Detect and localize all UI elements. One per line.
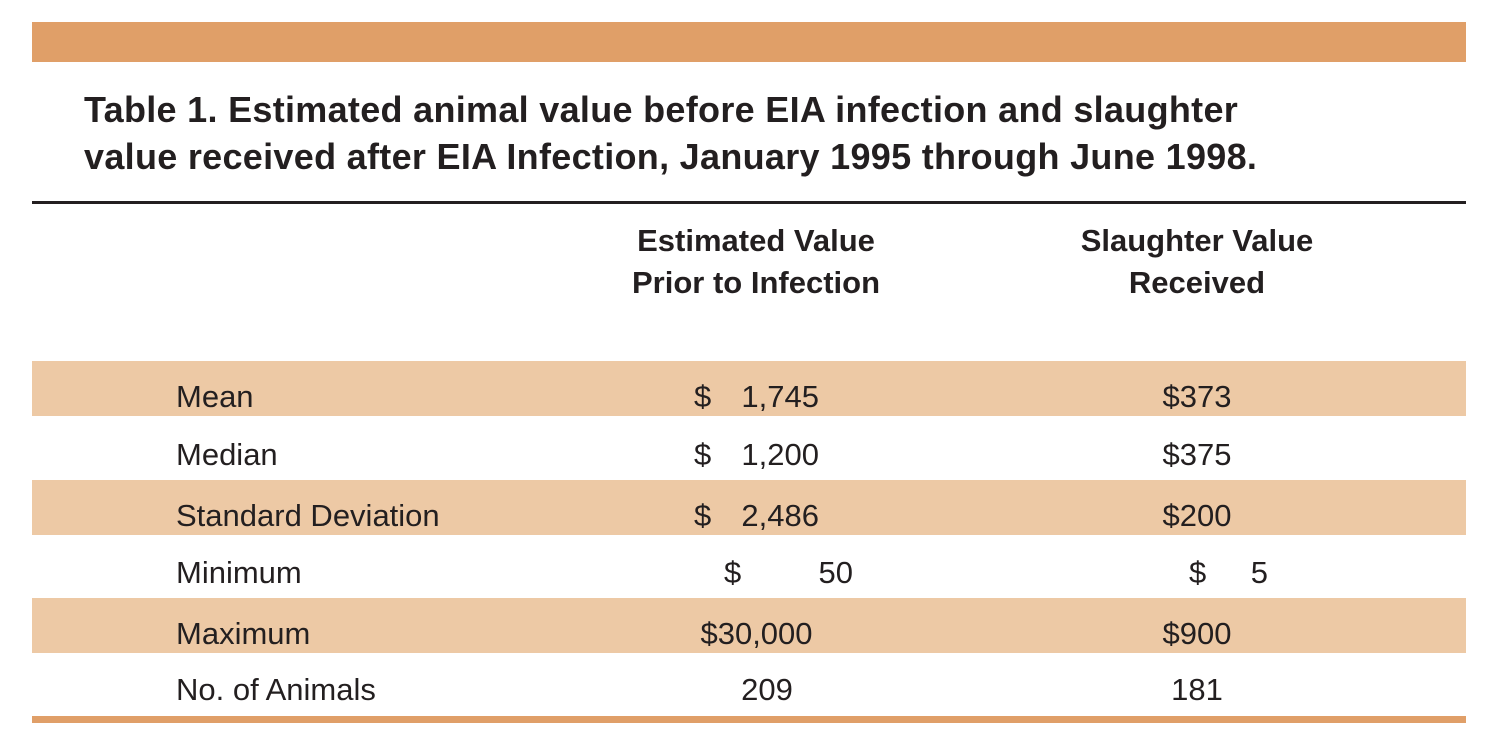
slaughter-value-cell: $ 5 (1189, 537, 1268, 592)
header-rule (32, 201, 1466, 204)
bottom-rule (32, 716, 1466, 723)
row-label: Maximum (176, 616, 311, 651)
slaughter-value-cell: $900 (1162, 616, 1232, 651)
column-header-slaughter-line-1: Slaughter Value (1080, 223, 1314, 258)
column-header-slaughter-value: Slaughter Value Received (997, 220, 1397, 304)
column-header-estimated-line-1: Estimated Value (637, 223, 875, 258)
row-label: Minimum (176, 555, 302, 590)
currency-symbol: $ (694, 498, 712, 533)
row-label: Mean (176, 379, 254, 414)
table-row-minimum: Minimum $ 50 $ 5 (32, 537, 1466, 592)
currency-symbol: $ (694, 379, 712, 414)
amount: 2,486 (741, 498, 819, 533)
estimated-value-cell: $ 50 (724, 537, 853, 592)
column-header-estimated-line-2: Prior to Infection (632, 265, 880, 300)
row-label: Median (176, 437, 278, 472)
amount: 50 (818, 555, 853, 590)
table-row-maximum: Maximum $30,000 $900 (32, 598, 1466, 653)
slaughter-value-cell: $373 (1162, 379, 1232, 414)
row-label: Standard Deviation (176, 498, 440, 533)
table-row-standard-deviation: Standard Deviation $ 2,486 $200 (32, 480, 1466, 535)
row-label: No. of Animals (176, 672, 376, 707)
estimated-value-cell: $30,000 (700, 616, 813, 651)
estimated-value-cell: $ 1,745 (694, 361, 819, 416)
column-header-slaughter-line-2: Received (1128, 265, 1266, 300)
table-row-median: Median $ 1,200 $375 (32, 419, 1466, 474)
slaughter-value-cell: $375 (1162, 437, 1232, 472)
amount: 1,745 (741, 379, 819, 414)
currency-symbol: $ (1189, 555, 1207, 590)
table-row-mean: Mean $ 1,745 $373 (32, 361, 1466, 416)
estimated-value-cell: $ 2,486 (694, 480, 819, 535)
estimated-value-cell: 209 (741, 672, 793, 707)
table-title-line-2: value received after EIA Infection, Janu… (84, 136, 1258, 177)
slaughter-value-cell: 181 (1171, 672, 1223, 707)
currency-symbol: $ (694, 437, 712, 472)
amount: 5 (1250, 555, 1268, 590)
table-row-number-of-animals: No. of Animals 209 181 (32, 654, 1466, 709)
currency-symbol: $ (724, 555, 742, 590)
table-title: Table 1. Estimated animal value before E… (84, 86, 1444, 180)
slaughter-value-cell: $200 (1162, 498, 1232, 533)
estimated-value-cell: $ 1,200 (694, 419, 819, 474)
column-header-estimated-value: Estimated Value Prior to Infection (556, 220, 956, 304)
top-decorative-band (32, 22, 1466, 62)
table-title-line-1: Table 1. Estimated animal value before E… (84, 89, 1239, 130)
amount: 1,200 (741, 437, 819, 472)
